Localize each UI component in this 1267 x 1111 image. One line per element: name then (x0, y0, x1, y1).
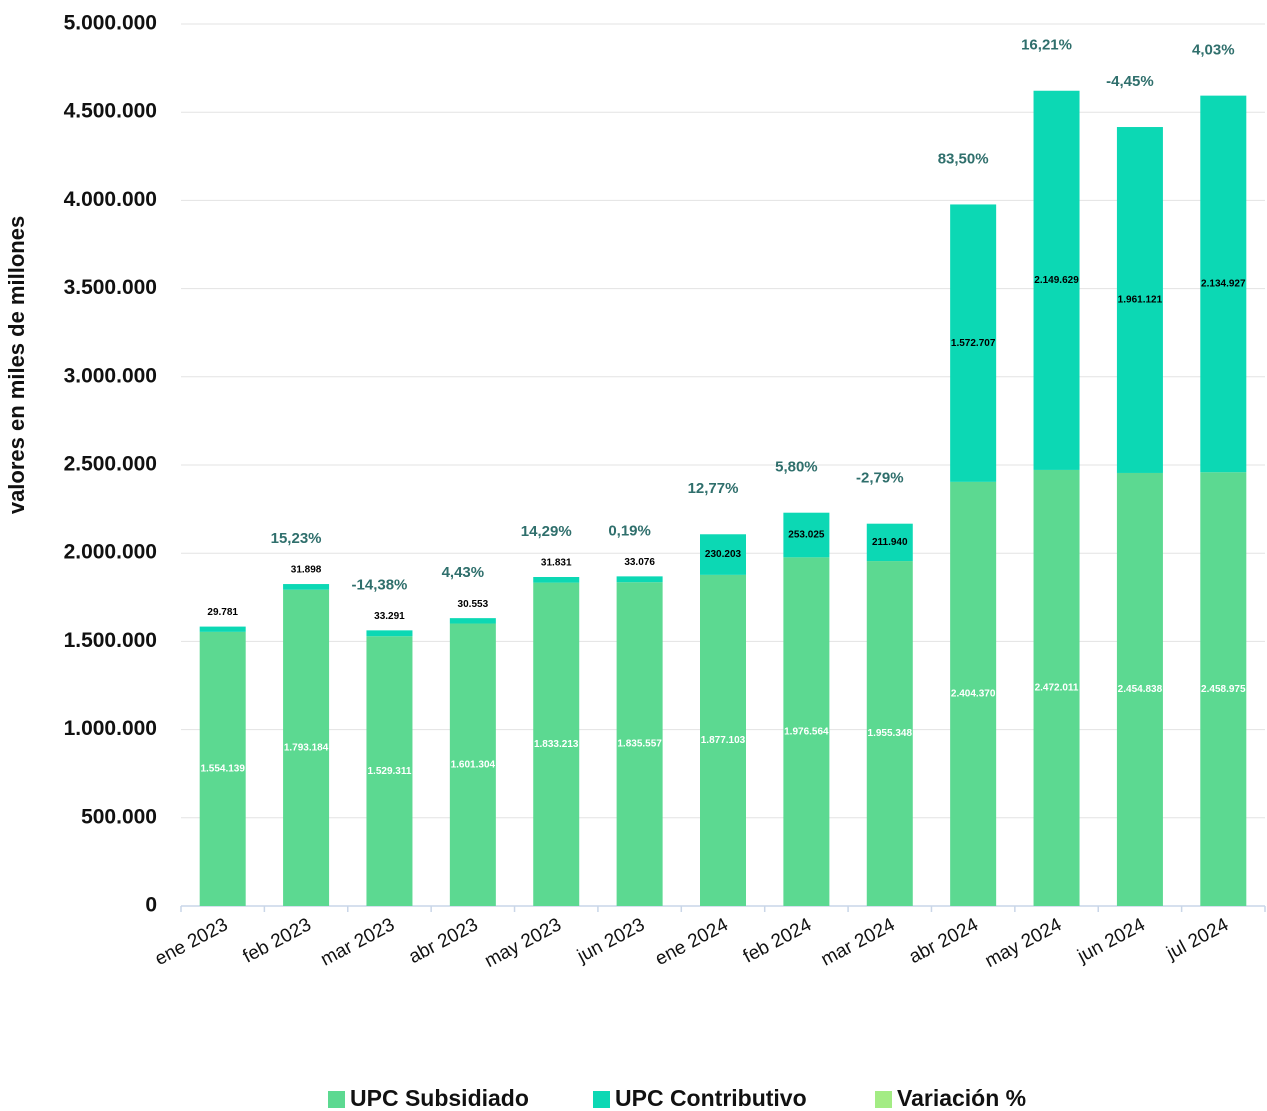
variation-label: -14,38% (352, 576, 408, 593)
y-tick-label: 5.000.000 (64, 12, 157, 35)
bar-segment (533, 582, 580, 906)
x-tick-label: mar 2023 (317, 914, 398, 970)
y-tick-label: 500.000 (81, 805, 157, 828)
bar-segment (866, 561, 913, 906)
data-label: 29.781 (207, 607, 238, 618)
legend-label: UPC Contributivo (615, 1085, 807, 1111)
y-tick-label: 0 (145, 894, 157, 917)
data-label: 30.553 (458, 599, 489, 610)
x-tick-label: abr 2023 (405, 914, 481, 968)
data-label: 1.833.213 (534, 739, 579, 750)
y-axis-label: valores en miles de millones (4, 216, 29, 514)
variation-label: 12,77% (688, 480, 739, 497)
bar-segment (783, 557, 830, 906)
data-label: 33.076 (624, 557, 655, 568)
data-label: 1.529.311 (367, 766, 411, 777)
y-tick-label: 3.500.000 (64, 276, 157, 299)
data-label: 31.898 (291, 565, 322, 576)
x-tick-label: jun 2024 (1074, 914, 1149, 967)
data-label: 2.149.629 (1034, 275, 1079, 286)
data-label: 230.203 (705, 549, 742, 560)
x-tick-label: feb 2023 (240, 914, 315, 967)
y-tick-label: 1.500.000 (64, 629, 157, 652)
data-label: 1.961.121 (1118, 295, 1163, 306)
variation-label: -4,45% (1106, 73, 1154, 90)
data-label: 33.291 (374, 611, 405, 622)
bar-segment (950, 481, 997, 906)
bar-segment (783, 512, 830, 558)
bar-segment (199, 626, 246, 632)
data-label: 2.134.927 (1201, 279, 1246, 290)
bar-segment (616, 582, 663, 906)
bar-segment (700, 574, 746, 906)
legend-swatch (875, 1091, 892, 1108)
bar-segment (700, 534, 746, 575)
legend-label: UPC Subsidiado (350, 1085, 529, 1111)
x-tick-label: ene 2023 (152, 914, 232, 970)
bar-segment (449, 618, 496, 624)
y-tick-label: 3.000.000 (64, 364, 157, 387)
x-tick-label: abr 2024 (906, 914, 982, 968)
data-label: 253.025 (788, 530, 825, 541)
x-tick-label: mar 2024 (818, 914, 899, 970)
bar-segment (950, 204, 997, 482)
bar-segment (366, 636, 413, 906)
bar-segment (366, 630, 413, 637)
data-label: 2.472.011 (1035, 683, 1079, 694)
variation-label: 4,03% (1192, 42, 1235, 59)
data-label: 1.877.103 (701, 735, 746, 746)
data-label: 2.454.838 (1118, 684, 1163, 695)
data-label: 1.835.557 (617, 739, 662, 750)
variation-label: 83,50% (938, 150, 989, 167)
data-label: 1.793.184 (284, 742, 329, 753)
bar-segment (283, 589, 330, 906)
y-tick-label: 1.000.000 (64, 717, 157, 740)
bar-segment (1200, 472, 1247, 906)
variation-label: 4,43% (442, 564, 485, 581)
bar-segment (199, 631, 246, 906)
variation-label: 5,80% (775, 459, 818, 476)
data-label: 1.572.707 (951, 338, 996, 349)
x-tick-label: jul 2024 (1162, 914, 1232, 964)
data-label: 31.831 (541, 558, 572, 569)
data-label: 1.976.564 (784, 726, 829, 737)
bar-segment (1116, 127, 1163, 473)
bar-segment (1200, 95, 1247, 473)
data-label: 2.458.975 (1201, 684, 1246, 695)
bar-segment (283, 584, 330, 590)
data-label: 211.940 (872, 537, 908, 548)
data-label: 1.955.348 (868, 728, 913, 739)
data-label: 1.601.304 (451, 759, 496, 770)
y-tick-label: 2.500.000 (64, 453, 157, 476)
x-tick-label: jun 2023 (573, 914, 648, 967)
bar-segment (533, 577, 580, 583)
bar-segment (616, 576, 663, 583)
legend-swatch (593, 1091, 610, 1108)
x-tick-label: may 2023 (481, 914, 565, 972)
bar-segment (449, 623, 496, 906)
bar-segment (1116, 472, 1163, 906)
x-tick-label: ene 2024 (652, 914, 732, 970)
variation-label: -2,79% (856, 470, 904, 487)
bar-segment (1033, 469, 1080, 906)
y-tick-label: 2.000.000 (64, 541, 157, 564)
variation-label: 15,23% (271, 530, 322, 547)
variation-label: 0,19% (608, 522, 651, 539)
legend-label: Variación % (897, 1085, 1026, 1111)
x-tick-label: feb 2024 (740, 914, 816, 967)
legend-swatch (328, 1091, 345, 1108)
y-tick-label: 4.500.000 (64, 100, 157, 123)
bar-segment (866, 523, 913, 562)
y-tick-label: 4.000.000 (64, 188, 157, 211)
data-label: 2.404.370 (951, 689, 996, 700)
variation-label: 14,29% (521, 523, 572, 540)
x-tick-label: may 2024 (982, 914, 1066, 972)
bar-segment (1033, 90, 1080, 470)
data-label: 1.554.139 (200, 764, 245, 775)
variation-label: 16,21% (1021, 37, 1072, 54)
